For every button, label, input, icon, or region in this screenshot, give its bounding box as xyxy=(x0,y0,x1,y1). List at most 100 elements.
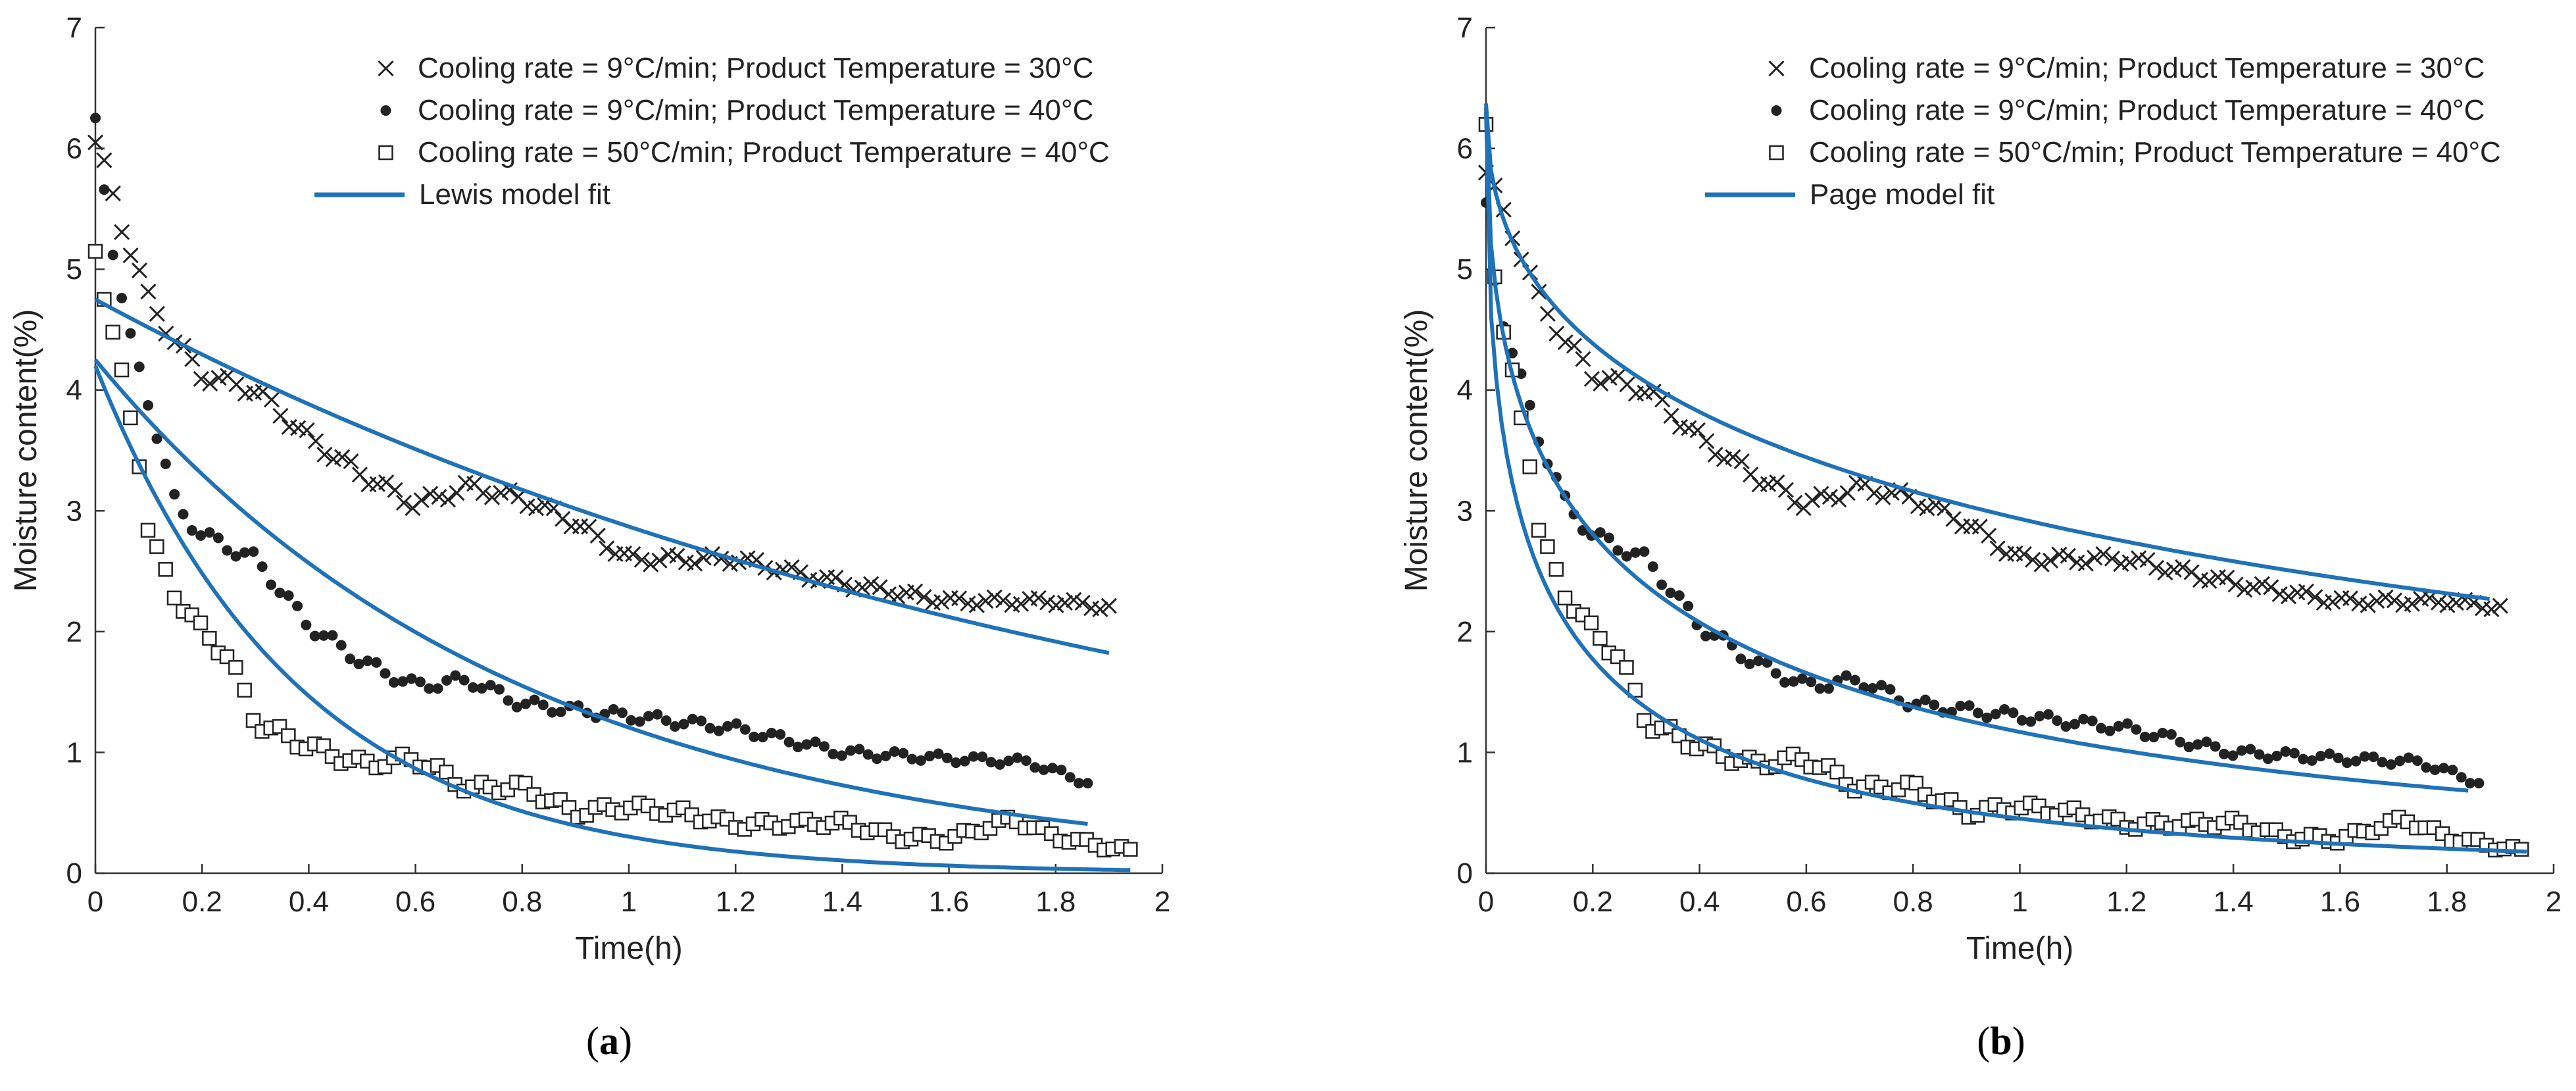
y-tick-label: 0 xyxy=(1457,857,1473,890)
data-point xyxy=(1665,588,1676,599)
data-point xyxy=(343,453,359,470)
x-tick-label: 0.4 xyxy=(289,886,329,918)
data-point xyxy=(783,736,795,748)
data-point xyxy=(2325,594,2341,610)
data-point xyxy=(1973,707,1984,719)
data-point xyxy=(2122,718,2133,729)
data-point xyxy=(2166,561,2182,578)
x-tick-label: 1.8 xyxy=(1035,886,1076,918)
data-point xyxy=(493,484,509,501)
data-point xyxy=(2016,546,2032,563)
data-point xyxy=(2175,559,2191,575)
data-point xyxy=(978,593,994,609)
data-point xyxy=(245,713,261,728)
data-point xyxy=(1989,540,2006,557)
data-point xyxy=(739,724,751,735)
data-point xyxy=(1557,334,1573,351)
y-tick-label: 3 xyxy=(1457,495,1473,527)
y-tick-label: 2 xyxy=(66,616,82,648)
data-point xyxy=(2447,765,2458,776)
data-point xyxy=(237,682,252,698)
data-point xyxy=(2043,709,2054,720)
data-point xyxy=(1788,676,1799,687)
y-tick-label: 2 xyxy=(1457,616,1473,648)
data-point xyxy=(2131,724,2142,735)
data-point xyxy=(2033,556,2050,572)
data-point xyxy=(2183,742,2194,753)
data-point xyxy=(828,748,839,759)
data-point xyxy=(1981,527,1997,544)
data-point xyxy=(608,703,619,715)
data-point xyxy=(2052,715,2063,726)
data-point xyxy=(345,653,356,665)
data-point xyxy=(2430,594,2447,611)
data-point xyxy=(1698,433,1715,449)
data-point xyxy=(898,748,909,759)
data-point xyxy=(959,755,970,767)
data-point xyxy=(2219,569,2235,586)
data-point xyxy=(1823,683,1834,694)
data-point xyxy=(670,721,681,732)
data-point xyxy=(1012,752,1023,763)
data-point xyxy=(1999,703,2010,715)
x-tick-label: 0.6 xyxy=(395,886,435,918)
data-point xyxy=(2025,716,2037,727)
data-point xyxy=(125,328,136,339)
data-point xyxy=(651,552,668,569)
data-point xyxy=(2148,560,2165,576)
data-point xyxy=(1595,527,1606,538)
data-point xyxy=(1744,659,1755,670)
data-point xyxy=(2386,592,2403,609)
data-point xyxy=(1575,351,1591,367)
series-square xyxy=(87,243,1138,858)
data-point xyxy=(1673,590,1685,601)
data-point xyxy=(1610,649,1625,665)
data-point xyxy=(634,716,645,727)
data-point xyxy=(178,509,189,520)
data-point xyxy=(307,433,324,449)
data-point xyxy=(107,249,118,261)
y-tick-label: 4 xyxy=(66,374,82,407)
data-point xyxy=(2514,842,2529,857)
data-point xyxy=(186,525,197,536)
legend: Cooling rate = 9°C/min; Product Temperat… xyxy=(1705,52,2501,211)
data-point xyxy=(713,725,724,736)
data-point xyxy=(1056,595,1073,611)
panel-label-a: (a) xyxy=(586,1019,632,1063)
data-point xyxy=(494,684,505,695)
data-point xyxy=(406,673,417,684)
data-point xyxy=(528,500,545,517)
data-point xyxy=(2448,595,2464,611)
data-point xyxy=(2104,550,2120,567)
data-point xyxy=(1583,615,1599,630)
data-point xyxy=(2315,751,2326,762)
data-point xyxy=(757,732,768,743)
data-point xyxy=(140,284,157,300)
data-point xyxy=(889,746,900,757)
data-point xyxy=(1804,492,1821,509)
data-point xyxy=(99,184,110,195)
data-point xyxy=(2324,748,2335,759)
x-axis-label: Time(h) xyxy=(1966,931,2074,966)
data-point xyxy=(1524,399,1535,411)
data-point xyxy=(1656,579,1668,590)
data-point xyxy=(1074,778,1085,789)
data-point xyxy=(2271,750,2283,761)
data-point xyxy=(2298,753,2309,765)
series-dot xyxy=(90,113,1093,789)
legend-marker-x xyxy=(1768,60,1785,77)
data-point xyxy=(202,375,218,392)
data-point xyxy=(2280,746,2291,757)
data-point xyxy=(2465,778,2476,789)
data-point xyxy=(1779,677,1791,688)
data-point xyxy=(1612,545,1623,556)
data-point xyxy=(166,590,182,606)
y-tick-label: 4 xyxy=(1457,374,1473,407)
data-point xyxy=(1725,449,1741,465)
data-point xyxy=(2034,711,2045,722)
data-point xyxy=(1733,453,1750,470)
data-point xyxy=(362,655,373,667)
data-point xyxy=(1929,699,1940,711)
data-point xyxy=(2219,748,2230,759)
data-point xyxy=(977,751,988,763)
